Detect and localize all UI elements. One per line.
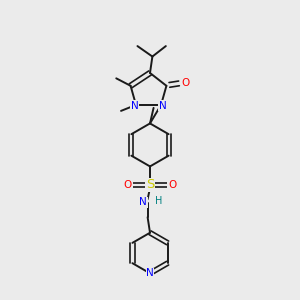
Text: N: N xyxy=(146,268,154,278)
Text: N: N xyxy=(159,100,167,110)
Text: O: O xyxy=(124,180,132,190)
Text: O: O xyxy=(181,78,189,88)
Text: O: O xyxy=(168,180,176,190)
Text: S: S xyxy=(146,178,154,191)
Text: N: N xyxy=(139,197,147,207)
Text: H: H xyxy=(155,196,163,206)
Text: N: N xyxy=(130,100,138,110)
